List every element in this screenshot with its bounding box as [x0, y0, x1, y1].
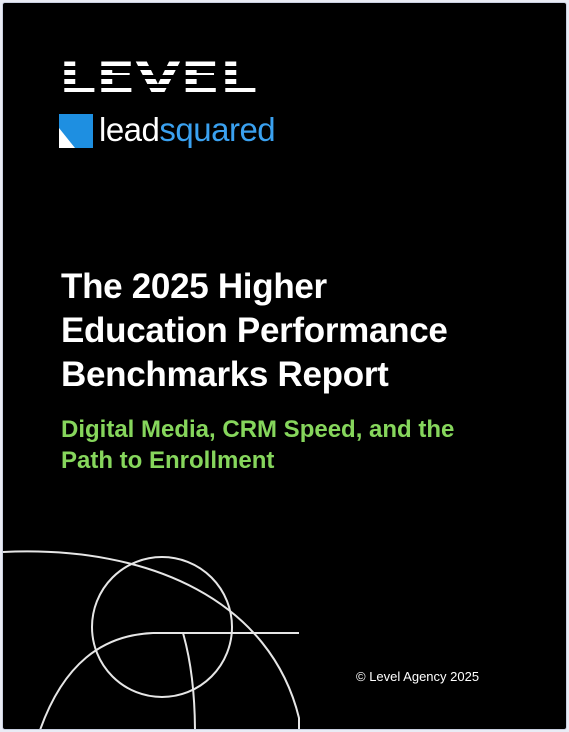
title-line-1: The 2025 Higher — [61, 267, 327, 306]
subtitle-line-1: Digital Media, CRM Speed, and the — [61, 416, 455, 443]
decorative-line-art-icon — [3, 550, 300, 729]
level-logo-text: LEVEL — [59, 61, 257, 93]
title-line-2: Education Performance — [61, 311, 448, 350]
leadsquared-squared-text: squared — [159, 111, 276, 148]
report-title: The 2025 Higher Education Performance Be… — [61, 265, 531, 397]
level-wordmark-icon: LEVEL — [59, 53, 257, 102]
leadsquared-wordmark: leadsquared — [99, 110, 276, 150]
title-line-3: Benchmarks Report — [61, 355, 389, 394]
level-logo: LEVEL — [59, 53, 257, 102]
subtitle-line-2: Path to Enrollment — [61, 447, 275, 474]
leadsquared-logo: leadsquared — [59, 110, 299, 150]
copyright-text: © Level Agency 2025 — [356, 669, 480, 684]
report-subtitle: Digital Media, CRM Speed, and the Path t… — [61, 414, 521, 476]
leadsquared-mark-icon — [59, 114, 93, 148]
leadsquared-lead-text: lead — [99, 111, 160, 148]
